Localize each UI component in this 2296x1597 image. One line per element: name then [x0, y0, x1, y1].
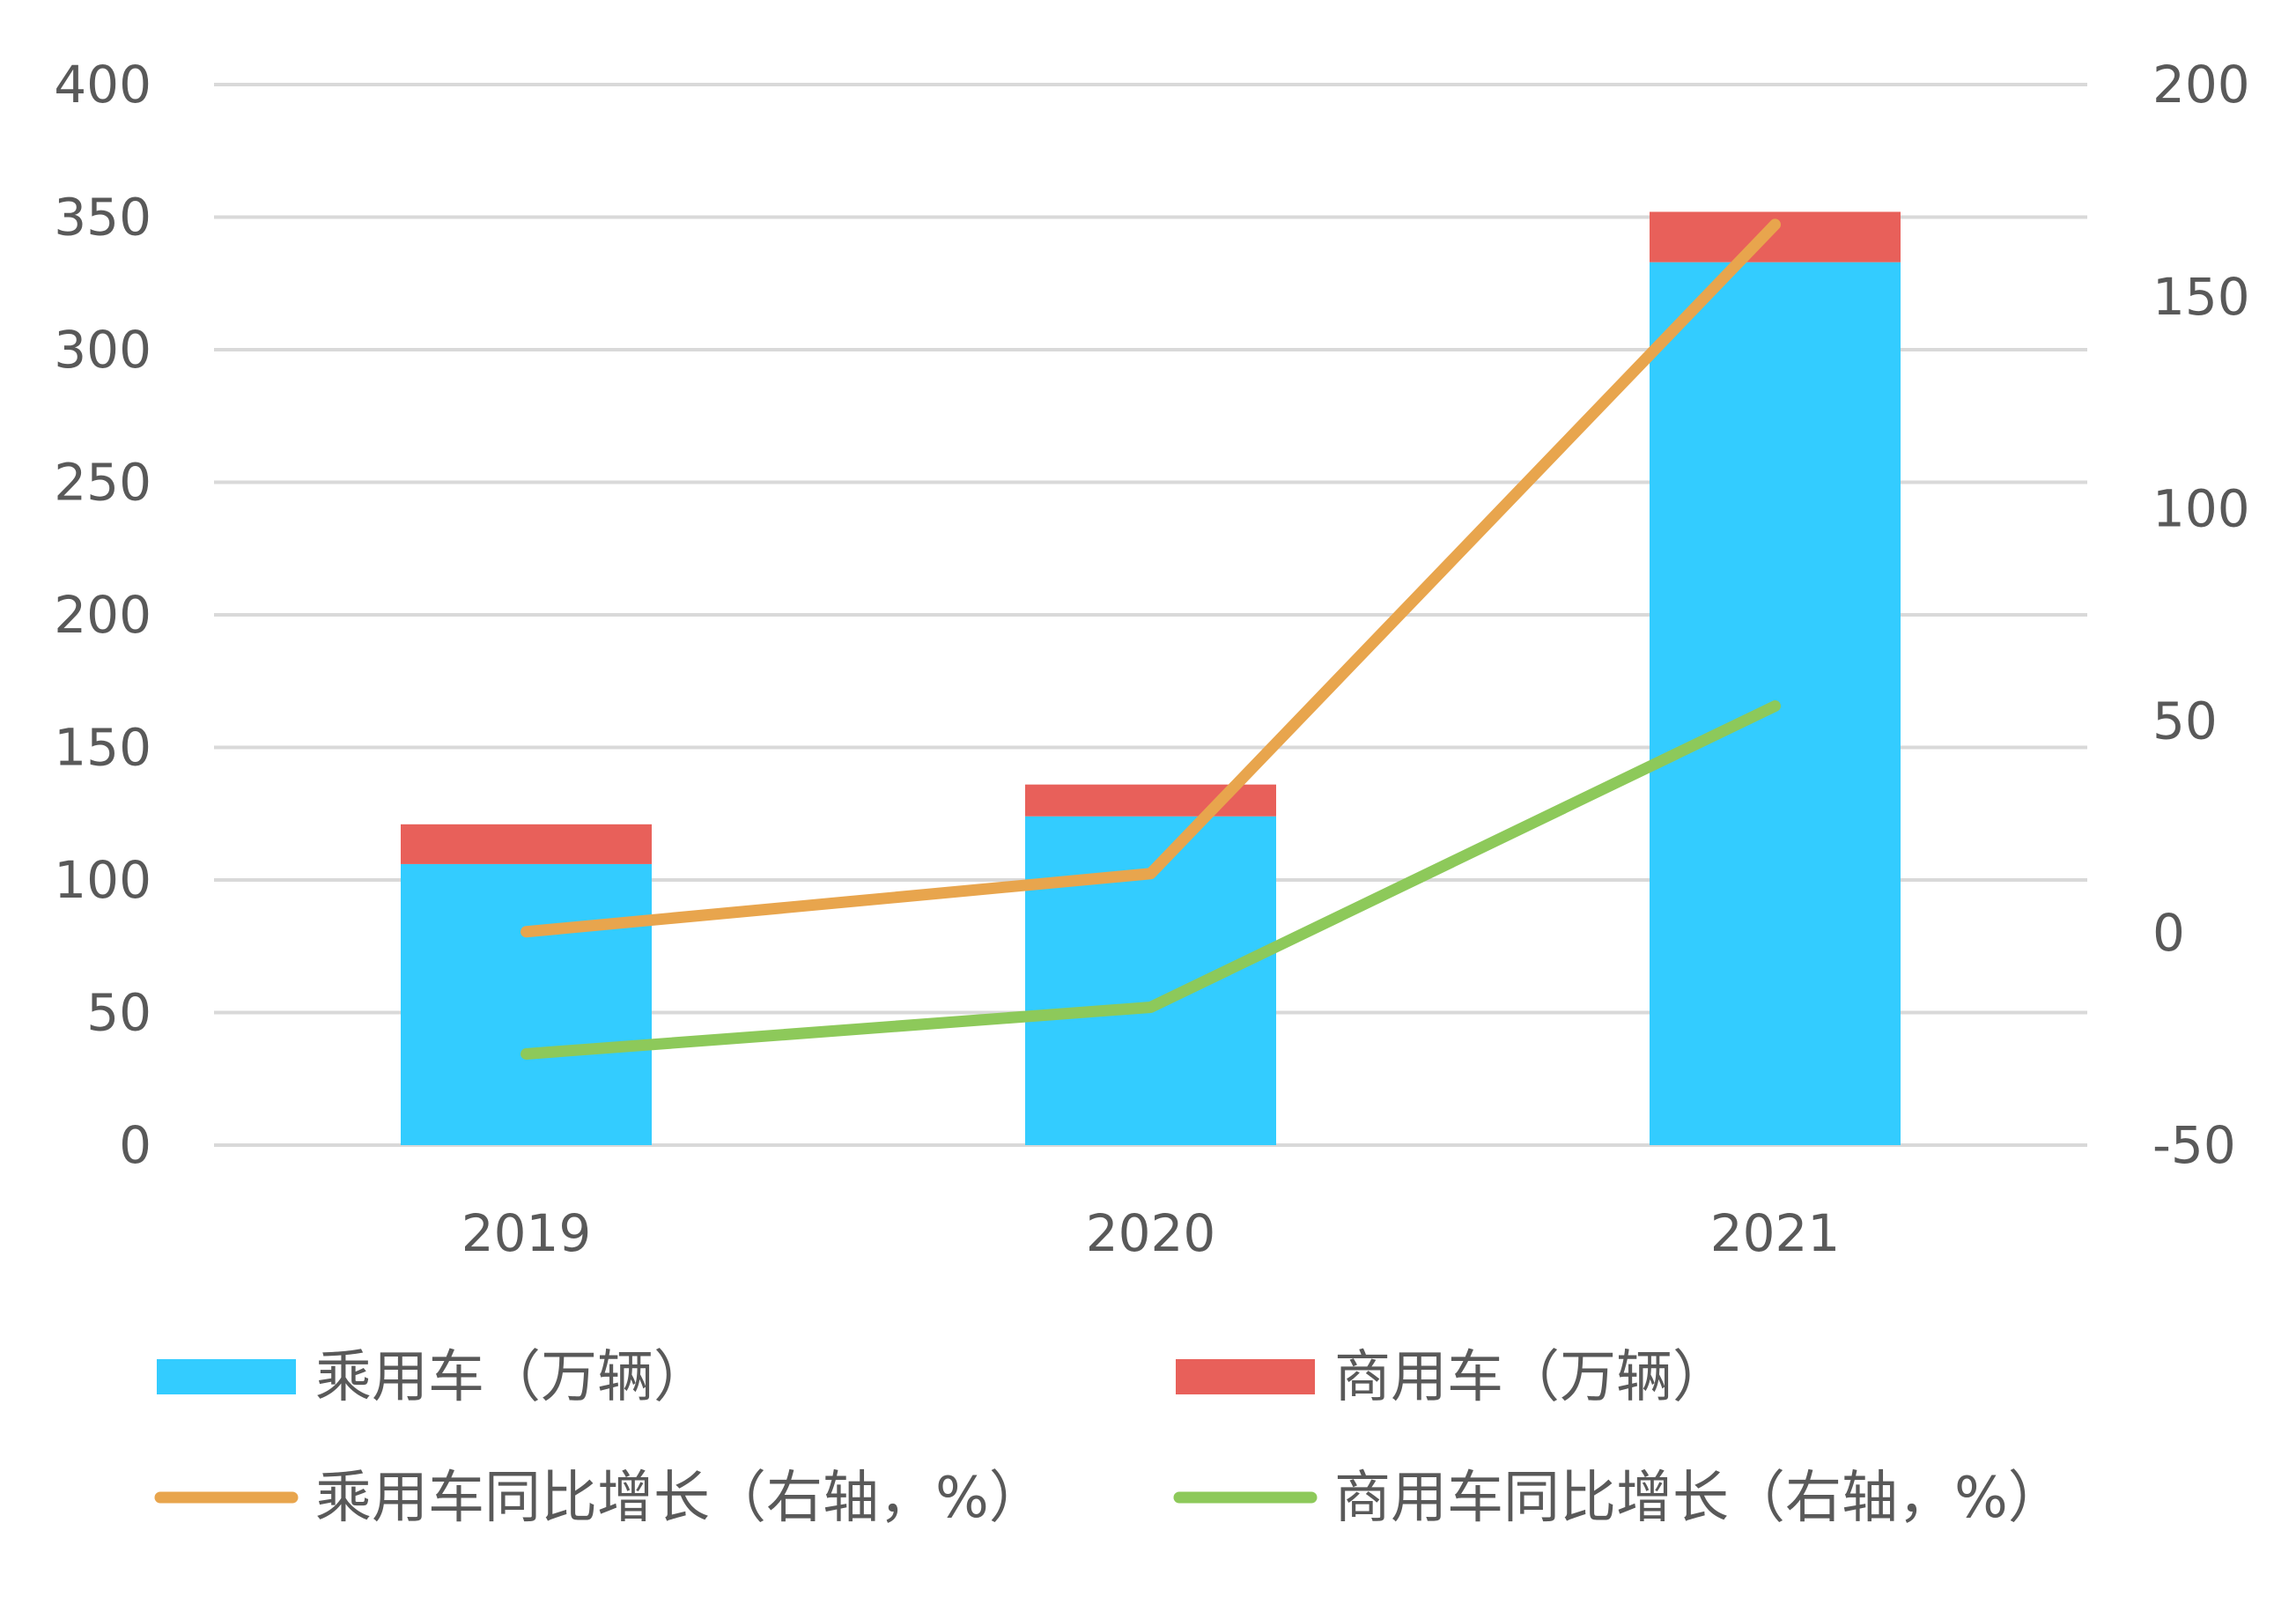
left-tick-label-50: 50 [86, 983, 151, 1043]
bar-passenger-2019 [401, 863, 652, 1145]
legend-swatch-passenger [157, 1359, 296, 1394]
right-tick-label-50: 50 [2152, 691, 2218, 750]
left-tick-label-350: 350 [54, 188, 151, 248]
legend-swatch-commercial [1176, 1359, 1315, 1394]
line-passenger-growth [520, 218, 1781, 938]
left-tick-label-300: 300 [54, 320, 151, 380]
legend-label-passenger-growth: 乘用车同比增长（右轴，%） [315, 1466, 1045, 1531]
left-tick-label-0: 0 [119, 1115, 151, 1175]
left-tick-label-250: 250 [54, 453, 151, 513]
x-tick-label-2021: 2021 [1710, 1203, 1841, 1263]
line-commercial-growth [520, 700, 1781, 1060]
right-tick-label-200: 200 [2152, 55, 2250, 115]
right-tick-label-0: 0 [2152, 903, 2185, 963]
left-tick-label-100: 100 [54, 850, 151, 910]
bar-commercial-2019 [401, 824, 652, 864]
left-tick-label-200: 200 [54, 585, 151, 645]
legend-label-commercial-growth: 商用车同比增长（右轴，%） [1334, 1466, 2064, 1531]
right-tick-label-150: 150 [2152, 267, 2250, 327]
legend-label-passenger: 乘用车（万辆） [315, 1345, 710, 1410]
x-tick-label-2019: 2019 [461, 1203, 592, 1263]
right-tick-label--50: -50 [2152, 1115, 2236, 1175]
right-tick-label-100: 100 [2152, 479, 2250, 539]
x-tick-label-2020: 2020 [1086, 1203, 1216, 1263]
left-tick-label-150: 150 [54, 718, 151, 778]
legend-label-commercial: 商用车（万辆） [1334, 1345, 1729, 1410]
left-tick-label-400: 400 [54, 55, 151, 115]
